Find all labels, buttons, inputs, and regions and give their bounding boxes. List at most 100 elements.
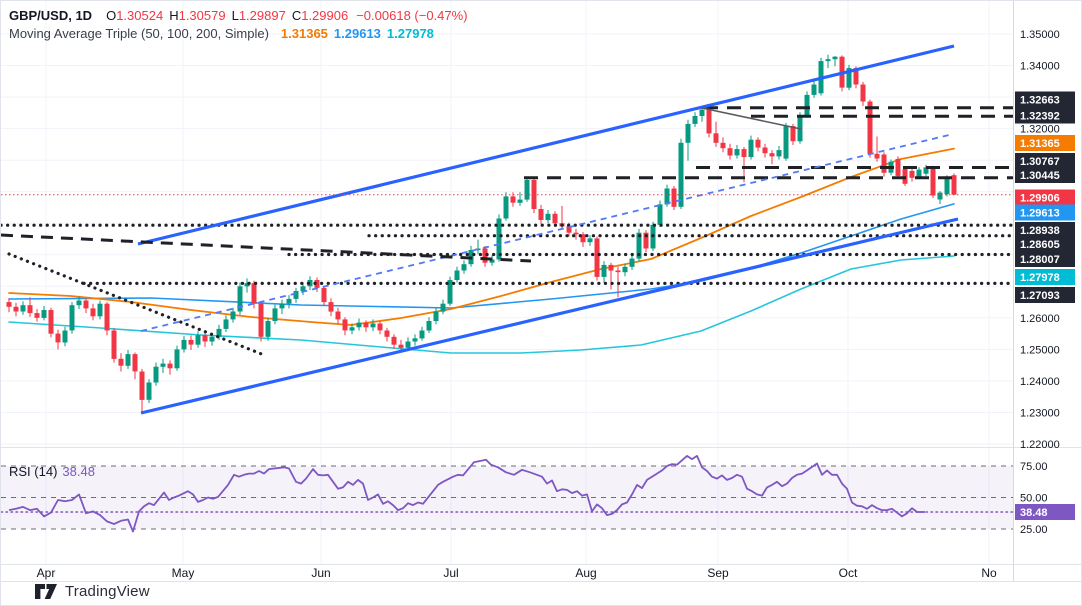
- candle-body: [587, 238, 593, 243]
- month-label: Apr: [37, 566, 56, 580]
- ohlc-letter: C: [291, 8, 302, 23]
- candle-body: [300, 286, 306, 291]
- rsi-background: [1, 465, 1014, 530]
- candle-body: [370, 323, 376, 328]
- candle-body: [545, 213, 551, 221]
- candle-body: [622, 266, 628, 273]
- price-tick: 1.22000: [1020, 439, 1060, 451]
- candle-body: [104, 303, 110, 331]
- price-axis[interactable]: 1.35000 1.34000 1.32000 1.26000 1.25000 1.240…: [1015, 29, 1075, 536]
- candle-body: [230, 311, 236, 320]
- trendlines: [1, 44, 959, 415]
- candle-body: [125, 354, 131, 366]
- price-badge-bg: [1015, 189, 1075, 206]
- candle-body: [174, 349, 180, 369]
- price-badge: 1.30767: [1020, 156, 1060, 168]
- candle-body: [636, 232, 642, 259]
- candle-body: [937, 192, 943, 200]
- candle-body: [272, 308, 278, 321]
- candlestick-series[interactable]: [6, 54, 957, 413]
- candle-body: [755, 139, 761, 148]
- price-badge-bg: [1015, 204, 1075, 221]
- ohlc-number: 1.29897: [238, 8, 286, 23]
- candle-body: [83, 300, 89, 309]
- ma-indicator-label[interactable]: Moving Average Triple (50, 100, 200, Sim…: [9, 26, 269, 41]
- month-label: Sep: [707, 566, 729, 580]
- candle-body: [608, 264, 614, 271]
- price-badge: 1.32663: [1020, 95, 1060, 107]
- candle-body: [160, 363, 166, 367]
- candle-body: [671, 188, 677, 207]
- candle-body: [153, 366, 159, 383]
- resistance-dashed-trendline: [1, 233, 532, 263]
- rsi-badge: 38.48: [1020, 507, 1048, 519]
- time-axis[interactable]: Apr May Jun Jul Aug Sep Oct No: [37, 566, 997, 580]
- candle-body: [783, 126, 789, 159]
- candle-body: [853, 68, 859, 85]
- candle-body: [13, 306, 19, 312]
- candle-body: [489, 259, 495, 263]
- candle-body: [34, 313, 40, 318]
- candle-body: [692, 116, 698, 124]
- tradingview-watermark[interactable]: TradingView: [35, 583, 150, 600]
- candle-body: [286, 298, 292, 304]
- candle-body: [328, 302, 334, 312]
- candle-body: [643, 232, 649, 249]
- candle-body: [237, 286, 243, 312]
- price-badge: 1.28007: [1020, 254, 1060, 266]
- ma-legend[interactable]: Moving Average Triple (50, 100, 200, Sim…: [9, 26, 434, 41]
- downtrend-dotted-trendline: [7, 252, 266, 357]
- candle-body: [293, 291, 299, 299]
- candle-body: [748, 139, 754, 157]
- rsi-indicator-label[interactable]: RSI (14): [9, 464, 58, 479]
- candle-body: [909, 170, 915, 178]
- candle-body: [412, 338, 418, 342]
- moving-averages: [8, 147, 955, 354]
- candle-body: [188, 339, 194, 345]
- rsi-line: [8, 455, 925, 533]
- candle-body: [615, 270, 621, 273]
- symbol-legend[interactable]: GBP/USD, 1D O1.30524 H1.30579 L1.29897 C1.29…: [9, 8, 468, 23]
- candle-body: [664, 188, 670, 205]
- level-lines: [1, 106, 1015, 285]
- candle-body: [461, 264, 467, 271]
- candle-body: [741, 149, 747, 157]
- candle-body: [97, 303, 103, 317]
- candle-body: [6, 302, 12, 307]
- price-badge-bg: [1015, 251, 1075, 267]
- ma50-line: [8, 147, 955, 326]
- month-label: Jul: [443, 566, 458, 580]
- candle-body: [146, 382, 152, 400]
- candle-body: [496, 218, 502, 260]
- price-badge-bg: [1015, 167, 1075, 183]
- candle-body: [699, 109, 705, 116]
- candle-body: [76, 300, 82, 306]
- price-tick: 1.26000: [1020, 313, 1060, 325]
- neckline-gray-trendline: [701, 107, 802, 130]
- price-tick: 1.32000: [1020, 124, 1060, 136]
- ma-values: 1.31365 1.29613 1.27978: [275, 26, 434, 41]
- candle-body: [202, 335, 208, 342]
- candle-body: [251, 283, 257, 304]
- candle-body: [706, 109, 712, 134]
- candle-body: [482, 248, 488, 263]
- candle-body: [321, 287, 327, 303]
- candle-body: [951, 175, 957, 195]
- candle-body: [314, 280, 320, 288]
- candle-body: [930, 167, 936, 196]
- candle-body: [601, 264, 607, 277]
- rsi-legend[interactable]: RSI (14) 38.48: [9, 464, 95, 479]
- rsi-tick: 50.00: [1020, 493, 1048, 505]
- price-badge-bg: [1015, 287, 1075, 303]
- candle-body: [111, 330, 117, 359]
- symbol-title[interactable]: GBP/USD, 1D: [9, 8, 93, 23]
- candle-body: [195, 335, 201, 345]
- candle-body: [279, 303, 285, 309]
- month-label: Jun: [311, 566, 330, 580]
- candle-body: [405, 341, 411, 348]
- candle-body: [517, 199, 523, 203]
- tradingview-logo-text: TradingView: [65, 583, 150, 600]
- candle-body: [685, 123, 691, 143]
